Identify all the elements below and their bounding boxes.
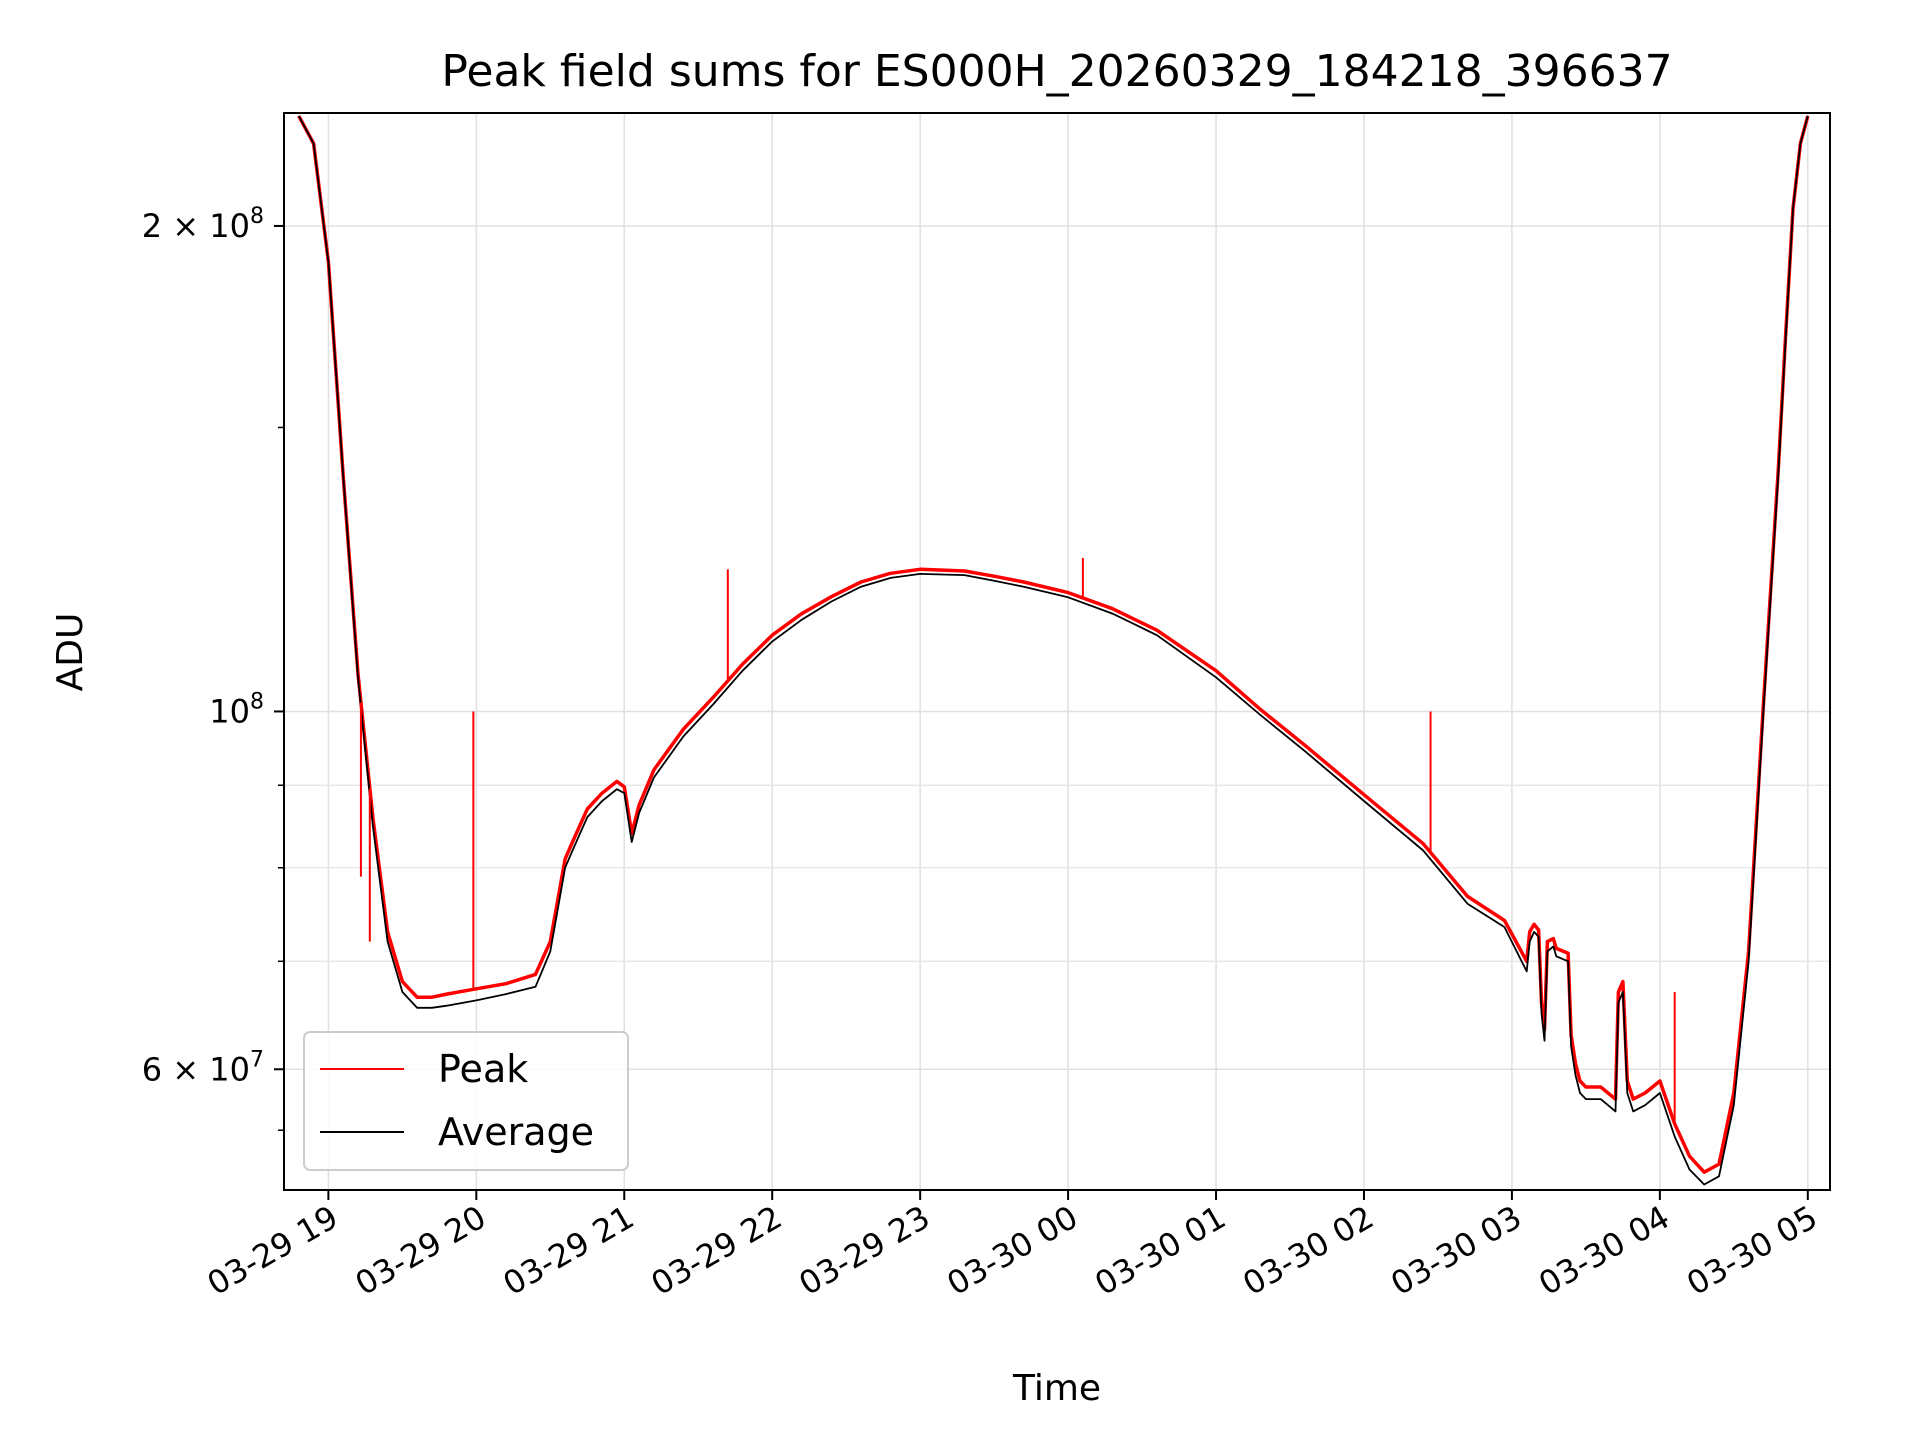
grid — [284, 113, 1830, 1190]
y-tick-exponent: 8 — [250, 204, 264, 229]
legend-box — [303, 1031, 629, 1171]
legend-label-peak: Peak — [438, 1047, 528, 1091]
plot-frame — [283, 112, 1831, 1191]
y-tick-label: 2 × 108 — [142, 204, 264, 245]
x-axis-label: Time — [1012, 1368, 1101, 1409]
y-axis-label: ADU — [50, 613, 91, 692]
legend-label-average: Average — [438, 1110, 594, 1154]
series-line-average — [298, 115, 1809, 1186]
series-layer — [297, 115, 1810, 1186]
chart-title: Peak field sums for ES000H_20260329_1842… — [441, 46, 1672, 97]
legend: Peak Average — [303, 1031, 629, 1171]
y-tick-base: 2 × 10 — [142, 207, 250, 245]
y-tick-base: 6 × 10 — [142, 1050, 250, 1088]
y-tick-label: 108 — [209, 689, 264, 730]
series-line-peak — [297, 115, 1810, 1174]
y-tick-exponent: 7 — [250, 1047, 264, 1072]
y-tick-exponent: 8 — [250, 689, 264, 714]
y-tick-label: 6 × 107 — [142, 1047, 264, 1088]
y-tick-base: 10 — [209, 692, 250, 730]
